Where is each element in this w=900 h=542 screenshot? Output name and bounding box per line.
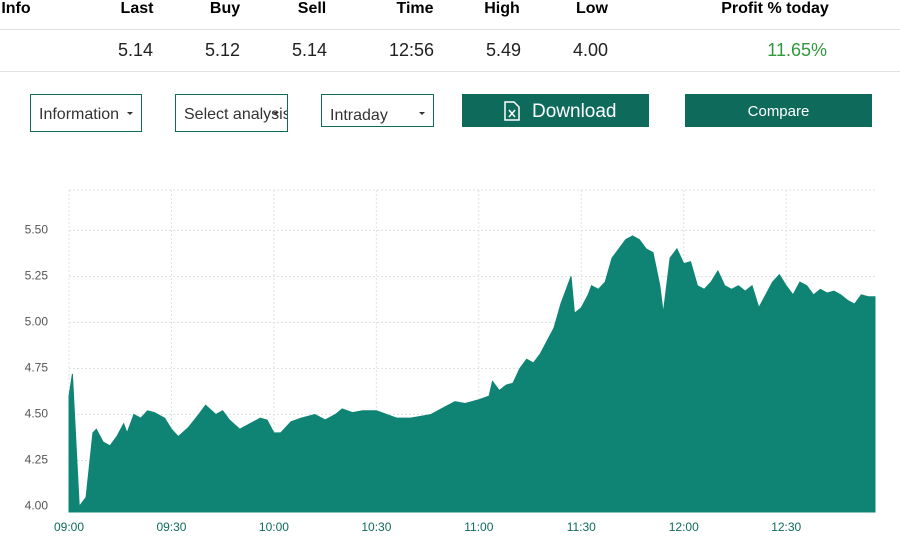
header-cell: Buy — [209, 0, 241, 17]
select[interactable]: Select analysis — [175, 94, 288, 132]
row-divider — [0, 29, 900, 30]
header-cell: Profit % today — [721, 0, 829, 17]
x-tick-label: 11:00 — [464, 520, 493, 534]
x-tick-label: 12:30 — [771, 520, 801, 534]
y-tick-label: 4.25 — [25, 453, 49, 467]
excel-icon — [504, 101, 520, 121]
value-cell: 5.14 — [117, 40, 153, 60]
value-cell: 12:56 — [388, 40, 434, 60]
header-cell: Time — [396, 0, 434, 17]
compare-button[interactable]: Compare — [685, 94, 872, 127]
y-tick-label: 5.50 — [25, 223, 49, 237]
x-tick-label: 09:00 — [54, 520, 84, 534]
price-area — [68, 235, 876, 513]
value-cell: 4.00 — [572, 40, 608, 60]
select[interactable]: Information — [30, 94, 142, 132]
header-cell: Info — [1, 0, 31, 17]
x-tick-label: 10:30 — [361, 520, 391, 534]
y-tick-label: 5.00 — [25, 315, 49, 329]
y-tick-label: 4.00 — [25, 499, 49, 513]
header-cell: Sell — [297, 0, 327, 17]
header-cell: Last — [120, 0, 154, 17]
header-cell: Low — [576, 0, 608, 17]
y-tick-label: 4.75 — [25, 361, 49, 375]
value-cell: 5.49 — [485, 40, 521, 60]
header-cell: High — [484, 0, 520, 17]
y-tick-label: 5.25 — [25, 269, 49, 283]
download-button[interactable]: Download — [462, 94, 649, 127]
select[interactable]: Intraday — [321, 94, 434, 127]
x-tick-label: 11:30 — [567, 520, 596, 534]
x-tick-label: 12:00 — [669, 520, 699, 534]
value-cell: 5.14 — [291, 40, 327, 60]
button-label: Download — [532, 101, 617, 122]
row-divider — [0, 71, 900, 72]
profit-cell: 11.65% — [767, 40, 827, 60]
x-tick-label: 09:30 — [156, 520, 186, 534]
y-tick-label: 4.50 — [25, 407, 49, 421]
value-cell: 5.12 — [204, 40, 240, 60]
x-tick-label: 10:00 — [259, 520, 289, 534]
